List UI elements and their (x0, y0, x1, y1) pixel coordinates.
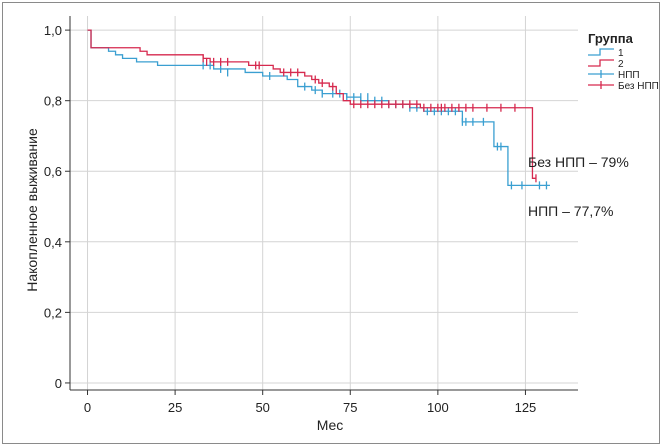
x-tick-label: 75 (343, 400, 357, 415)
x-tick-label: 50 (255, 400, 269, 415)
y-tick-label: 0 (55, 376, 62, 391)
y-tick-label: 0,8 (44, 94, 62, 109)
x-tick-label: 25 (168, 400, 182, 415)
legend-entry-label: НПП (618, 70, 640, 81)
y-tick-label: 1,0 (44, 23, 62, 38)
y-tick-label: 0,4 (44, 235, 62, 250)
tick-labels: 0 25 50 75 100 125 0 0,2 0,4 0,6 0,8 1,0 (44, 23, 536, 415)
legend-title: Группа (588, 31, 634, 46)
annotation-bez-npp: Без НПП – 79% (528, 154, 629, 170)
x-tick-label: 100 (427, 400, 449, 415)
legend-step-swatch (588, 59, 614, 67)
series-layer (87, 29, 550, 190)
grid (70, 16, 578, 390)
series-2-line (87, 29, 536, 179)
axes (65, 16, 578, 395)
annotation-npp: НПП – 77,7% (528, 203, 614, 219)
y-tick-label: 0,6 (44, 164, 62, 179)
x-tick-label: 0 (84, 400, 91, 415)
x-tick-label: 125 (515, 400, 537, 415)
legend-entry-label: 1 (618, 48, 624, 59)
legend-entry-label: 2 (618, 59, 624, 70)
series-1-line (87, 29, 550, 187)
chart-frame (2, 2, 660, 444)
y-axis-label: Накопленное выживание (24, 128, 40, 292)
legend-step-swatch (588, 48, 614, 56)
y-tick-label: 0,2 (44, 305, 62, 320)
legend-entry-label: Без НПП (618, 81, 659, 92)
x-axis-label: Мес (317, 417, 344, 433)
